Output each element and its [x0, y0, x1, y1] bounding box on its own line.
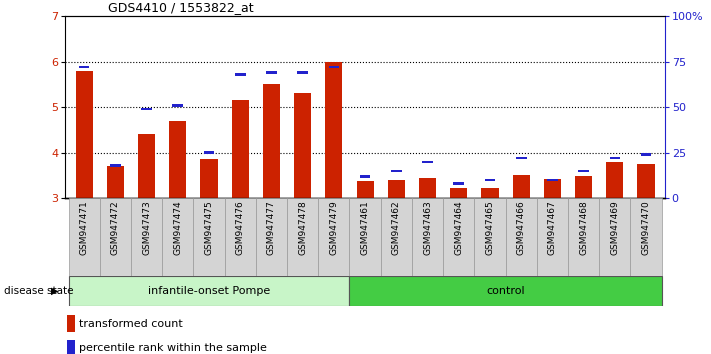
Bar: [162, 198, 193, 276]
Text: percentile rank within the sample: percentile rank within the sample: [79, 343, 267, 353]
Bar: [387, 180, 405, 198]
Text: GSM947468: GSM947468: [579, 201, 588, 255]
Bar: [380, 198, 412, 276]
Bar: [547, 179, 557, 181]
Text: GSM947479: GSM947479: [329, 201, 338, 255]
Bar: [606, 162, 624, 198]
Text: GSM947476: GSM947476: [236, 201, 245, 255]
Bar: [141, 108, 152, 110]
Text: infantile-onset Pompe: infantile-onset Pompe: [148, 286, 270, 296]
Bar: [454, 182, 464, 185]
Bar: [235, 73, 245, 75]
Bar: [203, 152, 214, 154]
Text: GSM947465: GSM947465: [486, 201, 494, 255]
Bar: [100, 198, 131, 276]
Bar: [485, 179, 496, 181]
Bar: [568, 198, 599, 276]
Text: GSM947469: GSM947469: [610, 201, 619, 255]
Bar: [516, 157, 527, 159]
Text: GSM947475: GSM947475: [205, 201, 213, 255]
Bar: [422, 160, 433, 163]
Bar: [201, 160, 218, 198]
Bar: [107, 166, 124, 198]
Text: transformed count: transformed count: [79, 319, 183, 329]
Bar: [297, 71, 308, 74]
Bar: [68, 198, 100, 276]
Bar: [193, 198, 225, 276]
Bar: [350, 198, 380, 276]
Bar: [67, 315, 75, 332]
Bar: [513, 176, 530, 198]
Bar: [131, 198, 162, 276]
Text: GSM947477: GSM947477: [267, 201, 276, 255]
Text: GSM947470: GSM947470: [641, 201, 651, 255]
Bar: [638, 164, 655, 198]
Bar: [75, 71, 92, 198]
Bar: [287, 198, 319, 276]
Text: GSM947463: GSM947463: [423, 201, 432, 255]
Text: GSM947464: GSM947464: [454, 201, 464, 255]
Text: control: control: [486, 286, 525, 296]
Bar: [575, 176, 592, 198]
Bar: [110, 164, 121, 167]
Bar: [319, 198, 350, 276]
Text: GSM947474: GSM947474: [173, 201, 182, 255]
Bar: [481, 188, 498, 198]
Bar: [67, 340, 75, 354]
Bar: [232, 100, 249, 198]
Text: GSM947473: GSM947473: [142, 201, 151, 255]
Bar: [506, 198, 537, 276]
Bar: [138, 135, 155, 198]
Text: GSM947462: GSM947462: [392, 201, 401, 255]
Text: GDS4410 / 1553822_at: GDS4410 / 1553822_at: [108, 1, 254, 14]
Text: GSM947478: GSM947478: [298, 201, 307, 255]
Bar: [641, 153, 651, 156]
Bar: [173, 104, 183, 107]
Text: GSM947471: GSM947471: [80, 201, 89, 255]
Bar: [474, 198, 506, 276]
Bar: [450, 188, 467, 198]
Bar: [599, 198, 631, 276]
Bar: [225, 198, 256, 276]
Text: disease state: disease state: [4, 286, 73, 296]
Text: ▶: ▶: [50, 286, 58, 296]
Bar: [263, 84, 280, 198]
Bar: [356, 181, 374, 198]
Bar: [328, 66, 339, 68]
Bar: [169, 121, 186, 198]
Bar: [266, 71, 277, 74]
Bar: [544, 179, 561, 198]
Bar: [68, 276, 350, 306]
Bar: [256, 198, 287, 276]
Text: GSM947472: GSM947472: [111, 201, 120, 255]
Bar: [294, 93, 311, 198]
Bar: [350, 276, 662, 306]
Text: GSM947461: GSM947461: [360, 201, 370, 255]
Bar: [360, 175, 370, 178]
Bar: [578, 170, 589, 172]
Bar: [537, 198, 568, 276]
Bar: [443, 198, 474, 276]
Bar: [419, 178, 436, 198]
Bar: [391, 170, 402, 172]
Bar: [412, 198, 443, 276]
Bar: [609, 157, 620, 159]
Text: GSM947467: GSM947467: [548, 201, 557, 255]
Bar: [326, 62, 343, 198]
Bar: [631, 198, 662, 276]
Bar: [79, 66, 90, 68]
Text: GSM947466: GSM947466: [517, 201, 525, 255]
